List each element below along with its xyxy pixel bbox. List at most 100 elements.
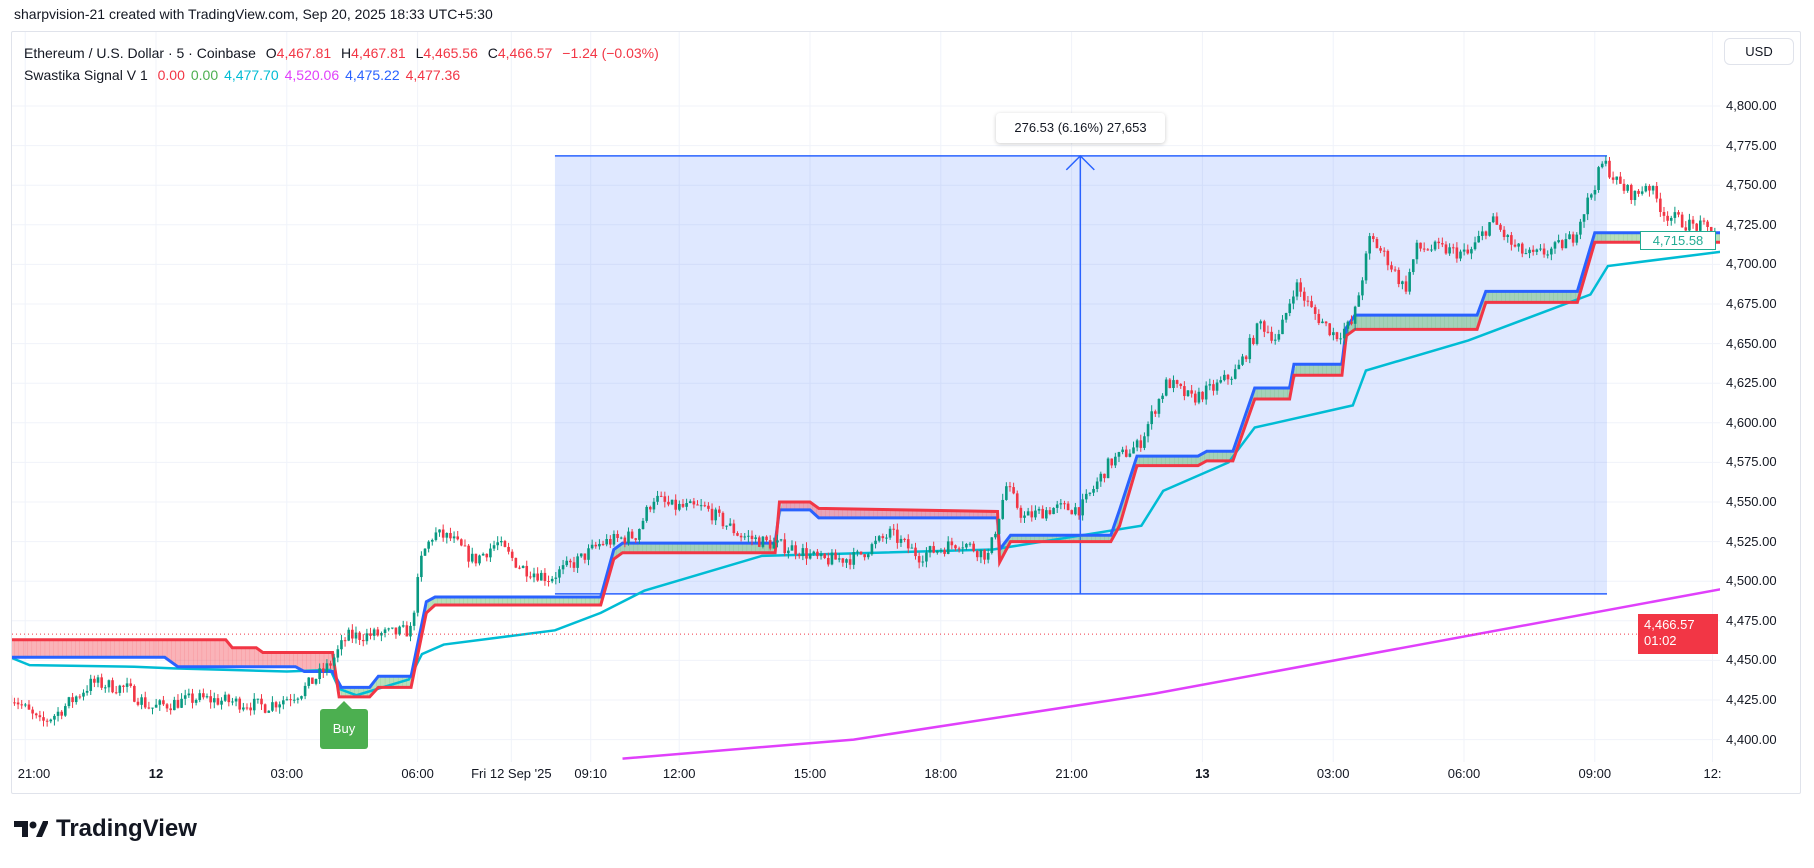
candle-body <box>1386 250 1390 266</box>
candle-body <box>1157 399 1161 414</box>
candle <box>812 550 816 556</box>
candle <box>1597 165 1600 193</box>
candle-body <box>736 533 739 536</box>
candle <box>365 628 369 645</box>
candle <box>1571 231 1575 247</box>
candle-body <box>630 531 634 539</box>
band-fill <box>1025 535 1031 542</box>
candle <box>1066 501 1070 511</box>
price-tick-label: 4,675.00 <box>1726 296 1777 311</box>
candle-body <box>1433 241 1437 250</box>
candle <box>906 534 910 554</box>
band-fill <box>1182 456 1188 466</box>
candle-body <box>1684 227 1688 231</box>
time-tick-label: 12:00 <box>662 766 696 781</box>
candle <box>263 703 267 714</box>
candle-body <box>928 546 932 553</box>
candle-body <box>757 537 761 547</box>
candle <box>1582 214 1586 228</box>
candle-body <box>183 695 187 699</box>
candle-body <box>1404 281 1408 292</box>
candle-body <box>561 565 565 570</box>
candle-body <box>361 639 365 642</box>
indicator-legend[interactable]: Swastika Signal V 1 0.00 0.00 4,477.70 4,52… <box>24 67 472 83</box>
candle <box>1481 226 1484 241</box>
candle <box>1092 485 1095 496</box>
candle-body <box>790 545 794 551</box>
candle <box>1135 438 1139 452</box>
band-fill <box>698 543 704 553</box>
candle-body <box>1045 510 1048 519</box>
candle-body <box>965 543 968 548</box>
candle <box>1259 319 1262 330</box>
candle <box>1517 242 1520 252</box>
band-fill <box>594 597 599 605</box>
candle <box>801 543 805 561</box>
candle-body <box>1244 356 1248 360</box>
band-fill <box>746 543 752 553</box>
candle-body <box>31 709 34 714</box>
candle <box>1161 393 1164 403</box>
candle-body <box>169 708 172 711</box>
candle-body <box>703 505 707 507</box>
band-fill <box>1147 456 1153 466</box>
band-fill <box>942 510 948 518</box>
candle-body <box>456 536 460 540</box>
band-fill <box>916 510 922 518</box>
candle-body <box>332 657 336 666</box>
candle-body <box>536 573 539 581</box>
candle <box>1128 449 1132 458</box>
candle <box>56 707 60 722</box>
candle-body <box>107 680 111 688</box>
band-fill <box>1448 315 1454 330</box>
candle <box>1546 250 1550 259</box>
symbol-legend[interactable]: Ethereum / U.S. Dollar · 5 · Coinbase O4… <box>24 45 665 61</box>
candle-body <box>1506 235 1510 237</box>
candle-body <box>1651 186 1655 191</box>
band-fill <box>1505 291 1511 303</box>
band-fill <box>707 543 713 553</box>
band-fill <box>1217 451 1223 461</box>
candle <box>932 541 935 554</box>
band-fill <box>973 511 979 518</box>
candle-body <box>176 699 180 708</box>
candle-body <box>816 551 819 557</box>
currency-button[interactable]: USD <box>1724 38 1794 65</box>
candle-body <box>151 707 154 709</box>
candle <box>405 621 409 637</box>
candle <box>1484 230 1488 240</box>
candle-body <box>569 560 572 563</box>
chart-pane[interactable] <box>11 31 1801 794</box>
candle <box>936 550 939 555</box>
candle-body <box>1669 217 1673 221</box>
candle <box>194 698 198 706</box>
band-fill <box>1296 364 1301 376</box>
price-tick-label: 4,450.00 <box>1726 652 1777 668</box>
candle <box>790 540 794 551</box>
candle-body <box>49 719 53 722</box>
candle-body <box>1219 380 1223 383</box>
time-tick-label: 12: <box>1703 766 1722 781</box>
candle <box>1084 489 1088 503</box>
candle <box>667 495 670 507</box>
candle-body <box>1048 510 1052 515</box>
candle-body <box>1146 424 1150 437</box>
candle-body <box>438 529 441 533</box>
band-fill <box>459 597 464 605</box>
candle <box>42 711 45 727</box>
candle-body <box>1124 449 1128 457</box>
band-fill <box>23 639 28 658</box>
band-fill <box>1317 364 1323 376</box>
candle <box>1172 375 1175 393</box>
candle-body <box>587 548 590 560</box>
candle <box>1077 506 1081 520</box>
candle-body <box>194 699 198 703</box>
candle <box>1183 381 1186 401</box>
band-fill <box>66 639 72 658</box>
chart-credit: sharpvision-21 created with TradingView.… <box>14 6 493 22</box>
tradingview-logo[interactable]: TradingView <box>14 815 197 843</box>
candle <box>496 536 499 551</box>
candle-body <box>256 698 260 700</box>
candle-body <box>1706 221 1709 227</box>
